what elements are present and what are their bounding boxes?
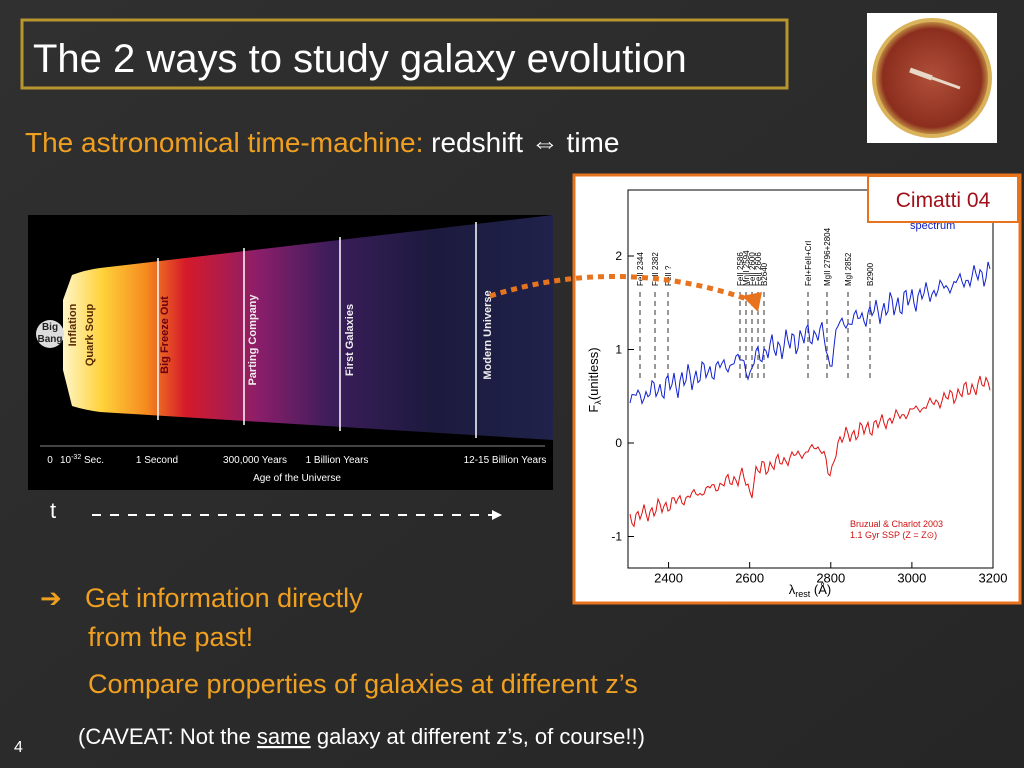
model-label: Bruzual & Charlot 2003 [850,519,943,529]
spectrum-curve [629,261,991,406]
x-tick-label: 2800 [816,571,845,586]
title: The 2 ways to study galaxy evolution [33,37,687,81]
y-tick-label: 0 [615,436,622,450]
feature-label: FeII ? [664,265,673,286]
age-tick-label: 1 Billion Years [306,455,369,466]
y-tick-label: 2 [615,249,622,263]
feature-label: B2900 [866,262,875,286]
x-tick-label: 3200 [979,571,1008,586]
caveat-text: galaxy at different z’s, of course!!) [311,724,645,749]
title-box [20,18,789,90]
age-tick-label: 1 Second [136,455,178,466]
label-sub: λ [593,400,603,405]
big-bang-label: Bang [38,334,63,345]
spectrum-curve [629,375,991,528]
feature-label: FeI+FeII+CrI [804,241,813,286]
y-tick-label: 1 [615,343,622,357]
feature-label: FeII 2344 [636,252,645,286]
feature-label: MgI 2852 [844,252,853,286]
age-tick-label: 300,000 Years [223,455,287,466]
era-label: Parting Company [247,294,259,386]
tick-exponent: -32 [71,454,81,461]
x-tick-label: 3000 [897,571,926,586]
y-tick-label: -1 [611,530,622,544]
x-axis-label: λrest (Å) [789,582,831,599]
age-tick-label: 0 [47,455,53,466]
tick-unit: Sec. [81,455,104,466]
y-axis-label: Fλ(unitless) [586,347,603,412]
feature-label: FeII 2606 [754,252,763,286]
time-arrow-head [492,510,502,520]
time-symbol: t [50,498,56,523]
x-tick-label: 2400 [654,571,683,586]
big-bang-label: Big [42,322,58,333]
era-label: First Galaxies [344,304,356,376]
subtitle-rest: redshift ⇔ time [431,127,619,158]
link-arrow [489,273,751,303]
feature-label: FeII 2600 [748,252,757,286]
feature-label: MgII 2796+2804 [823,227,832,286]
feature-label: FeII 2586 [736,252,745,286]
bullet-text: from the past! [88,622,253,652]
label-unit: (unitless) [586,347,601,400]
tick-base: 10 [60,455,72,466]
era-label: Inflation [67,303,79,346]
clock-image [867,13,997,143]
era-label: Quark Soup [84,304,96,367]
age-tick-label: 10-32 Sec. [60,454,104,466]
age-tick-label: 12-15 Billion Years [464,455,547,466]
age-axis-label: Age of the Universe [253,473,341,484]
feature-label: B2640 [760,262,769,286]
era-label: Modern Universe [482,290,494,379]
subtitle: The astronomical time-machine: redshift … [25,127,619,158]
bullet-text: Get information directly [85,583,363,613]
caveat-text: (CAVEAT: Not the [78,724,257,749]
page-number: 4 [14,739,23,756]
era-label: Big Freeze Out [159,296,171,374]
x-tick-label: 2600 [735,571,764,586]
bullet-arrow: ➔ [40,583,62,613]
model-label: 1.1 Gyr SSP (Z = Z⊙) [850,530,937,540]
label-symbol: F [586,405,601,413]
bullet-text: Compare properties of galaxies at differ… [88,669,638,699]
feature-label: MnII 2594 [742,250,751,286]
caveat: (CAVEAT: Not the same galaxy at differen… [78,724,645,749]
label-unit: (Å) [810,582,831,597]
label-sub: rest [795,589,811,599]
credit: Cimatti 04 [896,189,991,212]
link-arrow-head [742,292,762,312]
feature-label: FeII 2382 [651,252,660,286]
label-symbol: λ [789,582,796,597]
spectrum-figure [572,173,1022,605]
credit-box [867,175,1019,223]
caveat-emphasis: same [257,724,311,749]
subtitle-lead: The astronomical time-machine: [25,127,423,158]
